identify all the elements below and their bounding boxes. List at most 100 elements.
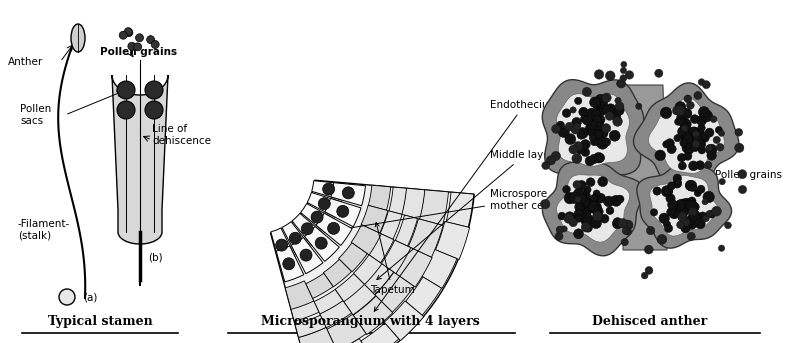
Polygon shape	[292, 213, 324, 246]
Circle shape	[735, 128, 742, 136]
Circle shape	[569, 218, 578, 227]
Circle shape	[683, 133, 692, 141]
Polygon shape	[314, 289, 343, 314]
Circle shape	[552, 125, 560, 133]
Circle shape	[593, 120, 604, 131]
Circle shape	[663, 221, 671, 228]
Circle shape	[586, 178, 595, 187]
Circle shape	[682, 127, 691, 135]
Text: Typical stamen: Typical stamen	[47, 315, 152, 328]
Circle shape	[682, 108, 692, 119]
Circle shape	[578, 207, 589, 217]
Circle shape	[128, 42, 136, 50]
Circle shape	[581, 222, 591, 232]
Text: (b): (b)	[148, 253, 162, 263]
Circle shape	[680, 200, 687, 208]
Circle shape	[672, 179, 682, 188]
Polygon shape	[542, 80, 644, 180]
Polygon shape	[331, 183, 366, 206]
Circle shape	[578, 194, 587, 203]
Circle shape	[613, 217, 623, 227]
Circle shape	[328, 222, 340, 234]
Polygon shape	[446, 192, 474, 227]
Circle shape	[687, 232, 695, 240]
Polygon shape	[649, 98, 724, 173]
Circle shape	[315, 237, 327, 249]
Polygon shape	[291, 299, 319, 321]
Circle shape	[645, 267, 653, 274]
Circle shape	[680, 119, 691, 130]
Circle shape	[594, 138, 604, 146]
Polygon shape	[277, 246, 304, 282]
Polygon shape	[353, 255, 382, 284]
Circle shape	[593, 152, 604, 163]
Circle shape	[706, 145, 712, 151]
Circle shape	[606, 207, 614, 214]
Circle shape	[597, 128, 608, 138]
Circle shape	[593, 190, 600, 197]
Circle shape	[590, 126, 600, 136]
Circle shape	[690, 202, 699, 212]
Circle shape	[669, 209, 679, 219]
Circle shape	[134, 43, 142, 51]
Circle shape	[602, 138, 611, 146]
Circle shape	[661, 186, 673, 197]
Circle shape	[677, 113, 686, 123]
Circle shape	[674, 134, 681, 142]
Circle shape	[609, 130, 620, 141]
Polygon shape	[112, 75, 168, 244]
Circle shape	[678, 203, 690, 215]
Circle shape	[738, 185, 747, 194]
Circle shape	[542, 162, 550, 169]
Circle shape	[595, 105, 607, 116]
Circle shape	[682, 132, 692, 142]
Circle shape	[587, 120, 597, 130]
Circle shape	[147, 36, 154, 44]
Polygon shape	[323, 259, 351, 287]
Circle shape	[686, 180, 696, 191]
Circle shape	[597, 137, 608, 149]
Circle shape	[558, 212, 566, 220]
Circle shape	[660, 107, 672, 119]
Circle shape	[663, 186, 673, 196]
Circle shape	[675, 200, 686, 210]
Circle shape	[646, 226, 655, 235]
Circle shape	[698, 146, 706, 154]
Text: Pollen grains: Pollen grains	[684, 170, 782, 186]
Circle shape	[593, 101, 600, 109]
Circle shape	[59, 289, 75, 305]
Circle shape	[620, 67, 626, 74]
Circle shape	[693, 129, 705, 141]
Circle shape	[301, 223, 314, 235]
Circle shape	[675, 118, 682, 125]
Text: Anther: Anther	[8, 57, 43, 67]
Circle shape	[719, 130, 725, 137]
Circle shape	[672, 202, 680, 210]
Circle shape	[584, 197, 591, 204]
Circle shape	[702, 199, 708, 205]
Circle shape	[574, 196, 581, 203]
Text: Dehisced anther: Dehisced anther	[593, 315, 708, 328]
Circle shape	[691, 143, 700, 152]
Circle shape	[558, 126, 570, 138]
Polygon shape	[419, 190, 448, 225]
Polygon shape	[384, 301, 424, 341]
Circle shape	[311, 211, 323, 223]
Circle shape	[584, 199, 593, 208]
Circle shape	[593, 211, 602, 221]
Circle shape	[604, 196, 614, 207]
Circle shape	[584, 186, 591, 193]
Circle shape	[569, 145, 578, 154]
Circle shape	[623, 227, 629, 235]
Circle shape	[590, 194, 599, 202]
Circle shape	[581, 114, 589, 123]
Polygon shape	[381, 240, 411, 274]
Circle shape	[689, 208, 697, 216]
Circle shape	[125, 28, 133, 37]
Circle shape	[563, 186, 571, 193]
Circle shape	[565, 122, 574, 131]
Circle shape	[682, 132, 693, 142]
Circle shape	[689, 127, 698, 136]
Polygon shape	[325, 198, 361, 227]
Circle shape	[574, 97, 582, 105]
